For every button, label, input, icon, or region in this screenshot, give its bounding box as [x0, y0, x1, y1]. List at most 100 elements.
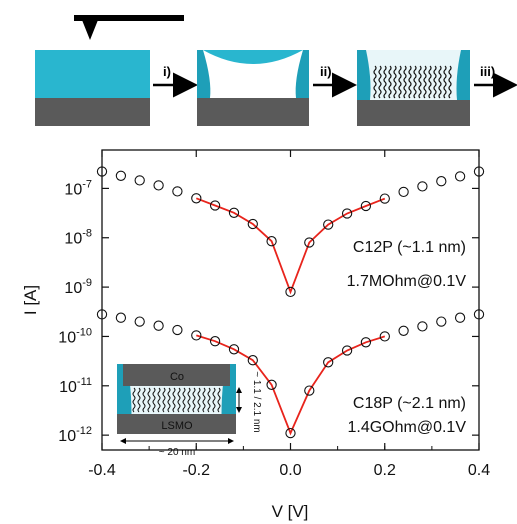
y-tick-label: 10-11 — [59, 376, 92, 396]
molecule-chain — [388, 65, 392, 99]
molecule-chain — [162, 387, 166, 413]
data-point-c18p — [266, 379, 277, 390]
data-point-c18p — [228, 344, 240, 355]
inset-lsmo-substrate — [117, 414, 236, 434]
molecule-chain — [373, 65, 377, 99]
step-label-ii: ii) — [320, 64, 332, 79]
panel-3-molecules — [357, 50, 470, 126]
data-point-c12p — [96, 166, 108, 177]
data-point-c18p — [247, 355, 258, 366]
y-tick-label: 10-10 — [58, 326, 92, 346]
afm-tip-icon — [74, 15, 184, 40]
molecule-chain — [142, 387, 146, 413]
molecule-chain — [147, 387, 151, 413]
fit-curves — [195, 197, 386, 436]
data-point-c18p — [473, 309, 485, 320]
data-point-c12p — [341, 208, 353, 219]
molecule-chain — [167, 387, 171, 413]
data-point-c12p — [473, 166, 485, 177]
step-label-i: i) — [163, 64, 171, 79]
molecule-chain — [448, 65, 452, 99]
inset-lsmo-label: LSMO — [161, 420, 193, 432]
data-point-c12p — [398, 186, 409, 198]
molecule-chain — [413, 65, 417, 99]
data-point-c18p — [191, 330, 202, 341]
x-tick-label: 0.2 — [374, 462, 396, 479]
data-point-c18p — [454, 312, 466, 323]
y-tick-labels: 10-7 10-8 10-9 10-10 10-11 10-12 — [58, 178, 92, 445]
data-point-c18p — [115, 312, 127, 323]
fit-curve-c12p — [195, 197, 386, 295]
molecule-chain — [403, 65, 407, 99]
molecule-chain — [192, 387, 196, 413]
x-axis-label: V [V] — [272, 502, 309, 521]
y-tick-label: 10-9 — [64, 277, 92, 297]
data-point-c12p — [454, 171, 466, 182]
molecule-chain — [433, 65, 437, 99]
molecule-chain — [438, 65, 442, 99]
ticks — [101, 150, 480, 450]
process-schematic: i) ii) iii) — [35, 15, 517, 126]
inset-width-label: ~ 20 nm — [159, 447, 195, 458]
molecule-chain — [177, 387, 181, 413]
molecule-chain — [418, 65, 422, 99]
y-tick-label: 10-8 — [64, 228, 92, 248]
molecule-chain — [212, 387, 216, 413]
molecule-chain — [202, 387, 206, 413]
data-point-c12p — [379, 193, 390, 204]
data-point-c12p — [417, 181, 428, 192]
iv-chart: 10-7 10-8 10-9 10-10 10-11 10-12 -0.4 -0.2 0.0 0… — [21, 149, 490, 521]
data-point-c12p — [360, 200, 372, 212]
data-point-c18p — [285, 427, 296, 439]
data-point-c18p — [209, 336, 221, 347]
fit-curve-c18p — [196, 334, 386, 436]
data-point-c12p — [266, 236, 277, 247]
inset-co-label: Co — [170, 371, 184, 383]
data-point-c12p — [134, 175, 145, 186]
molecule-chain — [197, 387, 201, 413]
data-point-c18p — [134, 316, 145, 327]
y-tick-label: 10-12 — [58, 425, 92, 445]
y-tick-label: 10-7 — [64, 178, 92, 198]
step-label-iii: iii) — [480, 64, 495, 79]
molecule-chain — [383, 65, 387, 99]
data-point-c12p — [153, 180, 164, 191]
molecule-chain — [443, 65, 447, 99]
molecule-chain — [157, 387, 161, 413]
data-point-c18p — [379, 331, 390, 342]
inset-junction-schematic: Co LSMO ~ 1.1 / 2.1 nm ~ 20 nm — [117, 364, 262, 458]
molecule-chain — [398, 65, 402, 99]
data-point-c18p — [323, 357, 334, 368]
data-point-c18p — [417, 321, 428, 332]
data-point-c18p — [153, 320, 164, 331]
molecule-chain — [393, 65, 397, 99]
molecule-chain — [408, 65, 412, 99]
inset-co-electrode — [123, 364, 230, 386]
inset-height-label: ~ 1.1 / 2.1 nm — [251, 371, 262, 432]
data-point-c18p — [96, 309, 108, 320]
panel-2-nanotrench — [197, 50, 309, 126]
molecule-chain — [132, 387, 136, 413]
data-point-c18p — [172, 324, 183, 336]
molecule-chain — [187, 387, 191, 413]
annotation-c18p-label: C18P (~2.1 nm) — [353, 395, 466, 412]
annotation-c18p-resistance: 1.4GOhm@0.1V — [347, 419, 466, 436]
data-point-c18p — [436, 316, 447, 327]
molecule-chain — [152, 387, 156, 413]
molecule-chain — [137, 387, 141, 413]
data-point-c18p — [304, 385, 315, 396]
data-point-c12p — [115, 170, 127, 181]
data-point-c12p — [436, 176, 447, 187]
molecule-chain — [207, 387, 211, 413]
data-point-c12p — [209, 200, 221, 211]
data-point-c18p — [341, 345, 353, 356]
annotation-c12p-label: C12P (~1.1 nm) — [353, 239, 466, 256]
annotation-c12p-resistance: 1.7MOhm@0.1V — [347, 273, 467, 290]
data-points — [96, 166, 485, 439]
molecule-chain — [217, 387, 221, 413]
data-point-c12p — [304, 237, 315, 248]
x-tick-labels: -0.4 -0.2 0.0 0.2 0.4 — [88, 462, 490, 479]
x-tick-label: -0.2 — [182, 462, 210, 479]
molecule-chain — [378, 65, 382, 99]
